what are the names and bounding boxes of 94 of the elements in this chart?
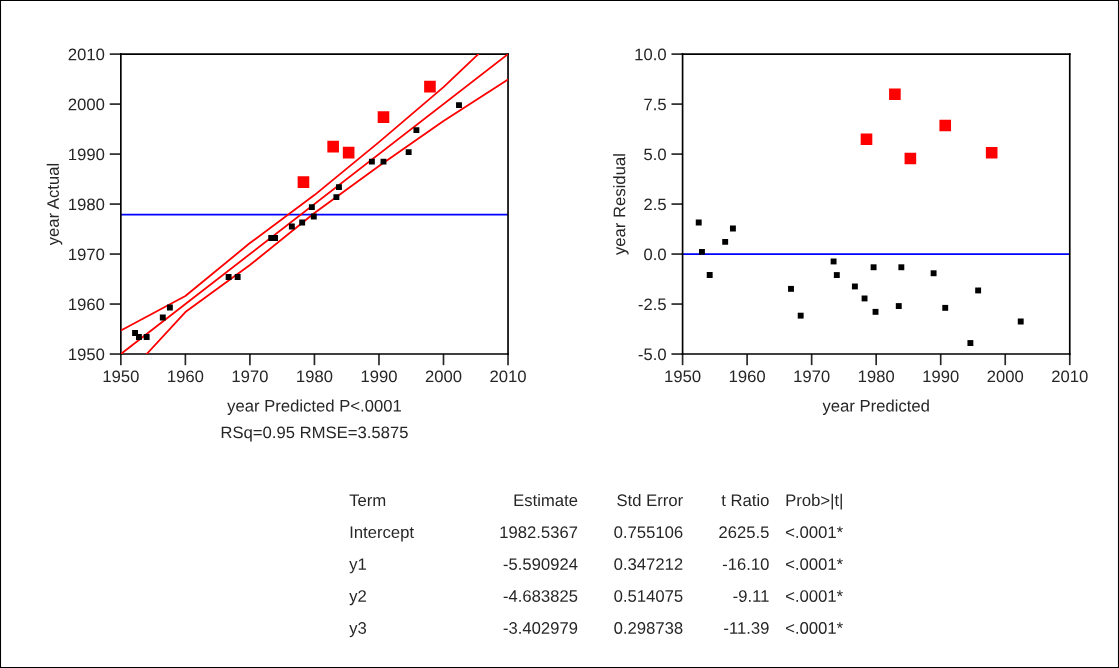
x-axis-title: year Predicted (822, 399, 929, 415)
point (310, 213, 317, 220)
point (967, 340, 974, 346)
x-tick-label: 1960 (729, 370, 766, 383)
point (985, 146, 998, 159)
text: <.0001* (786, 590, 843, 602)
text: Prob>|t| (786, 493, 842, 510)
point (699, 248, 705, 255)
point (297, 176, 310, 188)
point (870, 264, 877, 271)
text: 0.755106 (614, 526, 683, 539)
point (405, 149, 412, 156)
point (904, 152, 917, 165)
x-tick-label: 1970 (232, 370, 268, 383)
y-tick-label: 0.0 (644, 248, 666, 261)
point (895, 303, 902, 309)
text: 2625.5 (719, 526, 769, 539)
text: Estimate (514, 493, 578, 507)
y-tick-label: 1950 (69, 348, 105, 361)
x-tick-label: 1960 (168, 370, 204, 383)
text: <.0001* (786, 558, 843, 571)
point (942, 304, 949, 311)
y-tick-label: 1990 (69, 148, 105, 161)
y-tick-label: 5.0 (644, 148, 666, 161)
text: -16.10 (722, 558, 769, 571)
x-tick-label: 2010 (1052, 370, 1088, 383)
point (930, 270, 937, 277)
text: <.0001* (786, 622, 843, 634)
point (342, 146, 355, 159)
point (797, 312, 804, 319)
point (722, 238, 729, 245)
y-tick-label: 10.0 (635, 48, 666, 61)
point (788, 285, 794, 292)
point (377, 111, 390, 123)
x-tick-label: 1950 (665, 370, 701, 383)
x-tick-label: 2000 (425, 370, 462, 383)
text: y3 (349, 622, 367, 638)
point (368, 158, 375, 165)
text: -5.590924 (503, 558, 578, 571)
text: 0.514075 (614, 590, 683, 602)
text: <.0001* (786, 526, 843, 539)
y-tick-label: 7.5 (644, 98, 666, 111)
point (225, 274, 232, 280)
text: -9.11 (733, 590, 769, 602)
point (135, 334, 142, 340)
x-tick-label: 1990 (361, 370, 397, 383)
x-tick-label: 1980 (858, 370, 895, 383)
text: RSq=0.95 RMSE=3.5875 (221, 426, 408, 442)
y-tick-label: 1980 (69, 198, 105, 211)
x-tick-label: 1950 (103, 370, 139, 383)
text: t Ratio (721, 493, 769, 507)
y-tick-label: 2010 (68, 48, 105, 61)
point (327, 140, 339, 153)
point (288, 223, 295, 230)
text: Intercept (350, 526, 414, 542)
y-tick-label: 1960 (69, 298, 105, 311)
x-tick-label: 2000 (987, 370, 1024, 383)
text: 1982.5367 (500, 526, 578, 539)
text: -11.39 (724, 622, 769, 634)
x-tick-label: 1980 (297, 370, 333, 383)
point (833, 272, 840, 278)
text: y2 (349, 590, 366, 606)
y-tick-label: 2.5 (644, 198, 666, 211)
point (706, 272, 713, 278)
point (860, 133, 873, 146)
text: 0.298738 (614, 622, 683, 634)
point (456, 102, 462, 109)
text: Term (349, 494, 386, 507)
point (333, 194, 340, 201)
x-axis-title: year Predicted P<.0001 (227, 399, 401, 415)
text: -3.402979 (503, 622, 578, 634)
y-tick-label: -5.0 (638, 348, 666, 361)
point (299, 219, 306, 226)
point (898, 264, 905, 271)
text: 0.347212 (614, 558, 683, 571)
y-axis-title: year Residual (613, 154, 629, 255)
point (308, 204, 315, 211)
text: -4.683825 (503, 590, 578, 602)
point (939, 119, 952, 132)
y-tick-label: -2.5 (638, 298, 666, 311)
text: y1 (349, 558, 366, 574)
point (424, 80, 436, 93)
y-axis-title: year Actual (46, 163, 63, 246)
point (234, 274, 241, 280)
x-tick-label: 1990 (923, 370, 959, 383)
point (336, 184, 342, 191)
x-tick-label: 1970 (794, 370, 830, 383)
text: Std Error (617, 493, 683, 507)
point (143, 334, 150, 340)
point (413, 127, 420, 134)
point (889, 88, 901, 101)
y-tick-label: 2000 (68, 98, 105, 111)
y-tick-label: 1970 (69, 248, 105, 261)
x-tick-label: 2010 (490, 370, 526, 383)
